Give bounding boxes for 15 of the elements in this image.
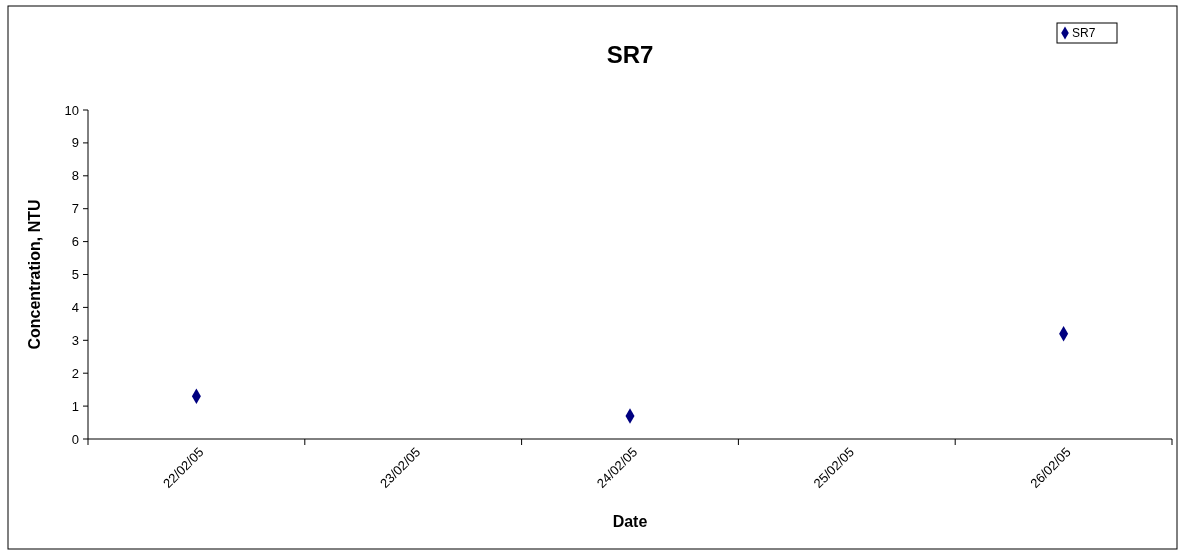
y-tick-label: 3 (71, 332, 79, 348)
y-tick-label: 2 (71, 365, 79, 381)
y-tick-label: 6 (71, 234, 79, 250)
y-tick-label: 4 (71, 299, 79, 315)
y-tick-label: 0 (71, 431, 79, 447)
y-tick-label: 1 (71, 398, 79, 414)
y-tick-label: 7 (71, 201, 79, 217)
y-tick-label: 10 (64, 102, 79, 118)
y-tick-label: 5 (71, 267, 79, 283)
chart-title: SR7 (606, 41, 654, 68)
x-axis-title: Date (612, 513, 648, 530)
legend-label: SR7 (1072, 26, 1096, 41)
y-tick-label: 9 (71, 135, 79, 151)
y-axis-title: Concentration, NTU (26, 199, 43, 350)
y-tick-label: 8 (71, 168, 79, 184)
